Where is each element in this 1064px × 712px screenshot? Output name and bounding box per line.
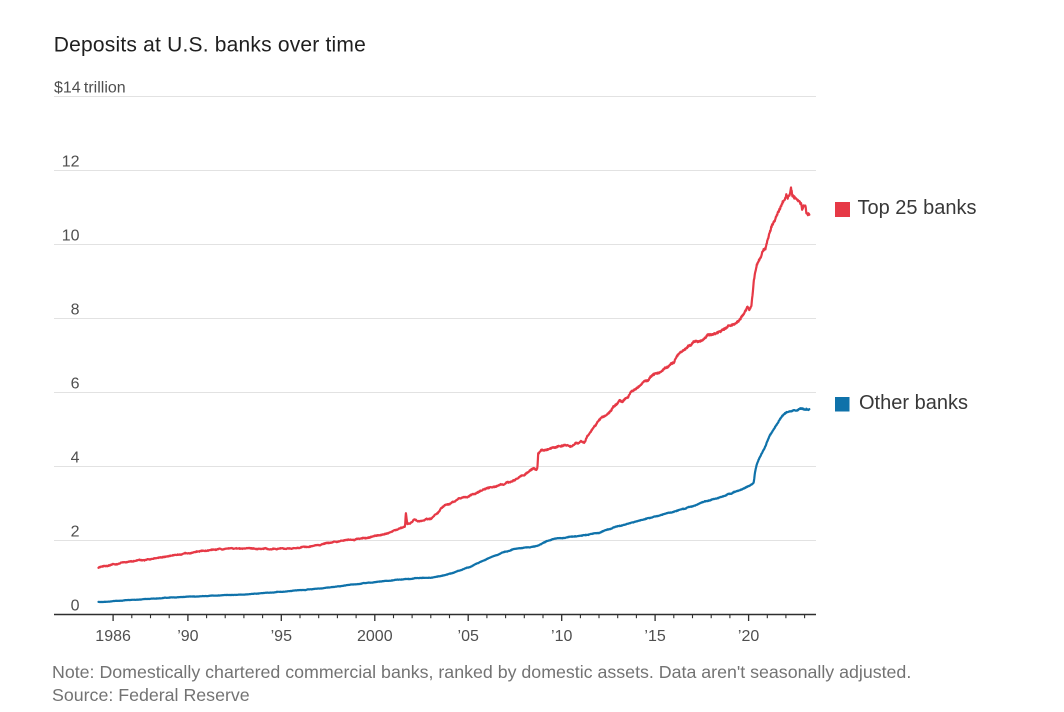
svg-text:Source: Federal Reserve: Source: Federal Reserve — [52, 685, 250, 705]
svg-text:10: 10 — [62, 228, 80, 245]
svg-text:12: 12 — [62, 154, 80, 171]
svg-text:2: 2 — [71, 524, 80, 541]
svg-text:6: 6 — [71, 376, 80, 393]
svg-text:’20: ’20 — [738, 628, 759, 645]
svg-text:2000: 2000 — [357, 628, 393, 645]
svg-text:4: 4 — [71, 450, 80, 467]
svg-text:Other banks: Other banks — [859, 392, 968, 414]
svg-text:Deposits at U.S. banks over ti: Deposits at U.S. banks over time — [54, 34, 366, 57]
svg-text:’05: ’05 — [458, 628, 479, 645]
svg-text:’90: ’90 — [177, 628, 198, 645]
svg-text:$14 trillion: $14 trillion — [54, 80, 126, 97]
svg-text:’95: ’95 — [271, 628, 292, 645]
svg-text:8: 8 — [71, 302, 80, 319]
svg-text:Top 25 banks: Top 25 banks — [858, 197, 977, 219]
svg-text:1986: 1986 — [95, 628, 131, 645]
svg-text:0: 0 — [71, 598, 80, 615]
svg-text:’10: ’10 — [551, 628, 572, 645]
svg-text:Note: Domestically chartered c: Note: Domestically chartered commercial … — [52, 662, 911, 682]
svg-text:’15: ’15 — [644, 628, 665, 645]
